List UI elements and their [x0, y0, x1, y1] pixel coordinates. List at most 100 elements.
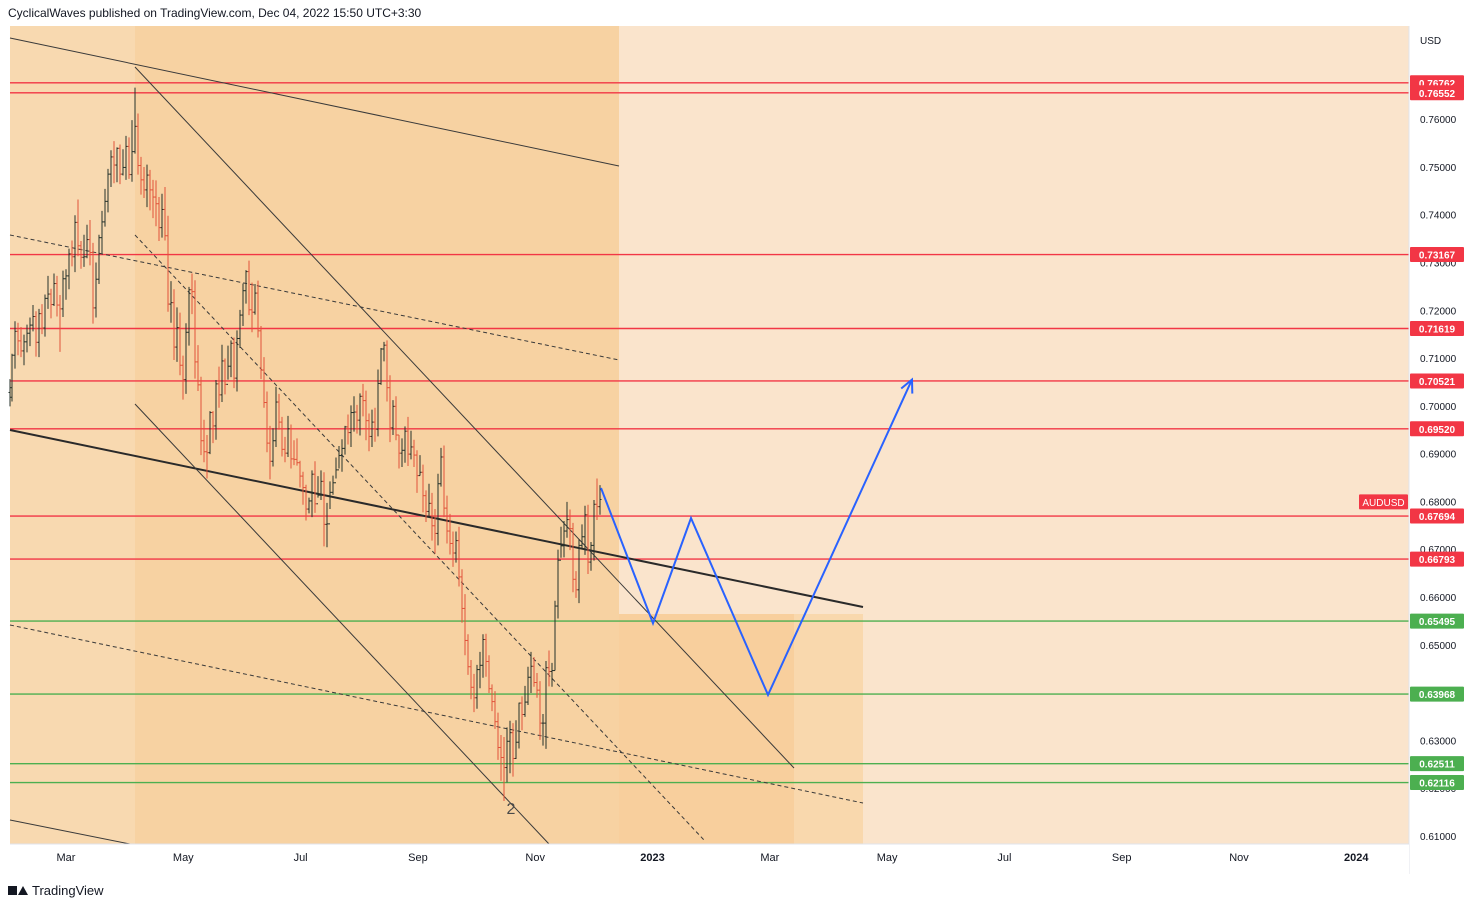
candle: [214, 380, 218, 440]
candle: [130, 120, 134, 182]
candle: [436, 473, 440, 546]
price-tick-label: 0.63000: [1420, 736, 1457, 747]
candle: [478, 651, 482, 689]
price-level-tag-bg: [1410, 775, 1464, 791]
channel-lower-dashed[interactable]: [9, 624, 864, 804]
candle: [442, 445, 446, 518]
parallel-channel-lower[interactable]: [134, 403, 550, 845]
time-tick-label: Jul: [294, 852, 308, 864]
price-tick-label: 0.76000: [1420, 115, 1457, 126]
candle: [235, 330, 239, 392]
channel-mid-dashed-upper[interactable]: [9, 234, 620, 361]
candle: [328, 481, 332, 525]
candle: [511, 723, 515, 777]
time-tick-label: Sep: [1112, 852, 1132, 864]
candle: [250, 282, 254, 333]
candle: [526, 666, 530, 705]
main-trend-line[interactable]: [9, 429, 864, 608]
candle: [535, 672, 539, 698]
price-level-tag-text: 0.76552: [1419, 89, 1456, 100]
price-level-tag: 0.71619: [1410, 320, 1464, 336]
candle: [301, 471, 305, 505]
candle: [400, 438, 404, 468]
candle: [520, 696, 524, 731]
candle: [541, 714, 545, 746]
candle: [343, 425, 347, 455]
projection-zone-inner: [619, 614, 794, 844]
candle: [97, 234, 101, 285]
candle: [313, 461, 317, 513]
time-tick-label: Mar: [760, 852, 779, 864]
candle: [451, 531, 455, 567]
chart-area[interactable]: 2 USD 0.76000 0.75000 0.74000 0.73000 0.7200…: [0, 26, 1478, 874]
candle: [553, 600, 557, 672]
candle: [358, 393, 362, 436]
price-level-tag-bg: [1410, 508, 1464, 524]
candle: [517, 702, 521, 749]
candle: [37, 308, 41, 358]
candle: [124, 135, 128, 180]
price-level-tag-text: 0.69520: [1419, 425, 1456, 436]
candle: [532, 657, 536, 687]
candle: [121, 149, 125, 176]
candle: [448, 513, 452, 555]
channel-top-line[interactable]: [9, 37, 620, 167]
candle: [10, 353, 14, 402]
candle: [88, 219, 92, 266]
candle: [289, 424, 293, 469]
candle: [118, 144, 122, 185]
candle: [445, 495, 449, 544]
symbol-tag-bg: [1359, 494, 1408, 510]
candle: [421, 464, 425, 513]
candle: [184, 323, 188, 394]
time-tick-label: Nov: [1229, 852, 1249, 864]
channel-bottom-line[interactable]: [9, 819, 131, 845]
candle: [490, 684, 494, 712]
candle: [322, 472, 326, 547]
parallel-channel-mid[interactable]: [134, 234, 705, 841]
price-chart: 2 USD 0.76000 0.75000 0.74000 0.73000 0.7200…: [8, 26, 1478, 874]
candle: [106, 168, 110, 213]
candle: [592, 499, 596, 561]
candle: [175, 307, 179, 362]
parallel-channel-upper[interactable]: [134, 66, 795, 769]
candle: [475, 664, 479, 709]
candle: [382, 341, 386, 362]
candle: [271, 428, 275, 467]
candle: [583, 505, 587, 555]
candle: [178, 312, 182, 376]
candle: [13, 321, 17, 369]
time-axis-labels: Mar May Jul Sep Nov 2023 Mar May Jul Sep Nov 2024: [57, 852, 1370, 864]
candle: [385, 340, 389, 402]
candle: [217, 366, 221, 408]
candle: [361, 383, 365, 417]
candle: [391, 400, 395, 435]
publish-info: CyclicalWaves published on TradingView.c…: [8, 6, 422, 20]
candle: [406, 416, 410, 467]
candle: [154, 180, 158, 227]
candle: [112, 141, 116, 184]
wave-projection-path[interactable]: [600, 379, 913, 698]
candle: [70, 240, 74, 267]
candle: [508, 720, 512, 774]
candle: [373, 407, 377, 442]
price-axis[interactable]: [1409, 26, 1478, 874]
candle: [205, 435, 209, 479]
candle: [127, 137, 131, 179]
candle: [298, 460, 302, 488]
price-level-tag-text: 0.62116: [1419, 779, 1455, 790]
price-level-tag: 0.69520: [1410, 421, 1464, 437]
price-level-tag-bg: [1410, 373, 1464, 389]
candle: [280, 416, 284, 457]
candle: [55, 275, 59, 317]
candle: [223, 358, 227, 395]
candle: [340, 439, 344, 472]
candle: [73, 215, 77, 273]
candle: [262, 357, 266, 408]
candle: [40, 304, 44, 335]
candle: [550, 662, 554, 687]
price-level-tag-text: 0.70521: [1419, 377, 1456, 388]
time-axis[interactable]: [10, 844, 1409, 874]
candle: [169, 281, 173, 323]
price-tick-label: 0.69000: [1420, 450, 1457, 461]
